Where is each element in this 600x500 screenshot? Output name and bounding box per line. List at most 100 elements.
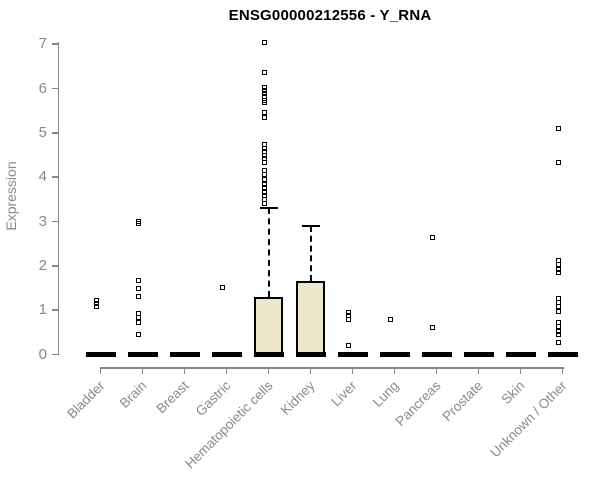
outlier-point — [135, 319, 141, 325]
x-axis-label: Breast — [153, 378, 192, 417]
x-axis-label: Skin — [498, 378, 528, 408]
outlier-point — [135, 277, 141, 283]
x-tick — [99, 368, 102, 374]
outlier-point — [261, 69, 267, 75]
outlier-point — [387, 317, 393, 323]
outlier-point — [261, 185, 267, 191]
outlier-point — [261, 190, 267, 196]
outlier-point — [135, 332, 141, 338]
outlier-point — [555, 332, 561, 338]
y-tick — [51, 353, 59, 356]
boxplot-median — [421, 352, 452, 357]
outlier-point — [555, 269, 561, 275]
outlier-point — [261, 97, 267, 103]
boxplot-median — [505, 352, 536, 357]
y-tick — [51, 176, 59, 178]
outlier-point — [261, 110, 267, 116]
outlier-point — [93, 304, 99, 310]
y-tick — [51, 43, 59, 45]
outlier-point — [555, 304, 561, 310]
boxplot-median — [295, 352, 326, 357]
outlier-point — [555, 160, 561, 166]
y-axis-title: Expression — [3, 161, 19, 231]
y-tick-label: 1 — [38, 301, 47, 319]
outlier-point — [555, 339, 561, 345]
boxplot-median — [127, 352, 158, 357]
outlier-point — [261, 152, 267, 158]
whisker-cap — [259, 207, 278, 210]
x-tick — [183, 368, 186, 374]
outlier-point — [261, 200, 267, 206]
outlier-point — [93, 301, 99, 307]
y-tick — [51, 87, 59, 90]
x-tick — [477, 368, 480, 374]
outlier-point — [219, 284, 225, 290]
x-tick — [267, 368, 270, 374]
x-axis-label: Lung — [369, 378, 402, 410]
outlier-point — [93, 297, 99, 303]
outlier-point — [345, 343, 351, 349]
y-tick — [51, 132, 59, 134]
x-axis-line — [99, 367, 564, 369]
y-tick-label: 5 — [38, 123, 47, 141]
boxplot-whisker — [267, 208, 270, 297]
outlier-point — [135, 293, 141, 299]
outlier-point — [135, 286, 141, 292]
x-tick — [309, 368, 312, 374]
boxplot-median — [463, 352, 494, 357]
x-tick — [141, 368, 144, 374]
outlier-point — [429, 325, 435, 331]
y-axis-line — [57, 42, 59, 356]
outlier-point — [261, 88, 267, 94]
boxplot-box — [254, 296, 284, 355]
outlier-point — [261, 177, 267, 183]
x-axis-label: Unknown / Other — [487, 378, 570, 461]
boxplot-median — [379, 352, 410, 357]
outlier-point — [261, 182, 267, 188]
x-tick — [435, 368, 438, 374]
x-axis-label: Prostate — [439, 378, 486, 425]
y-tick-label: 7 — [38, 35, 47, 53]
outlier-point — [345, 316, 351, 322]
x-tick — [393, 368, 396, 374]
whisker-cap — [301, 224, 320, 227]
outlier-point — [261, 85, 267, 91]
y-tick — [51, 309, 59, 311]
outlier-point — [261, 172, 267, 178]
x-tick — [351, 368, 354, 374]
outlier-point — [345, 309, 351, 315]
x-axis-label: Brain — [116, 378, 150, 411]
boxplot-median — [85, 352, 116, 357]
outlier-point — [555, 308, 561, 314]
outlier-point — [555, 126, 561, 132]
boxplot-median — [211, 352, 242, 357]
x-axis-label: Liver — [327, 378, 360, 410]
x-tick — [561, 368, 564, 374]
boxplot-median — [547, 352, 578, 357]
outlier-point — [261, 160, 267, 166]
y-tick — [51, 220, 59, 223]
outlier-point — [261, 91, 267, 97]
boxplot-median — [253, 352, 284, 357]
x-tick — [225, 368, 228, 374]
y-tick-label: 4 — [38, 168, 47, 186]
outlier-point — [261, 40, 267, 46]
outlier-point — [261, 94, 267, 100]
outlier-point — [135, 314, 141, 320]
x-axis-label: Gastric — [192, 378, 234, 419]
boxplot-median — [169, 352, 200, 357]
outlier-point — [135, 220, 141, 226]
x-axis-label: Kidney — [277, 378, 318, 418]
outlier-point — [555, 266, 561, 272]
outlier-point — [261, 115, 267, 121]
outlier-point — [429, 234, 435, 240]
x-tick — [519, 368, 522, 374]
boxplot-whisker — [309, 225, 312, 282]
outlier-point — [261, 167, 267, 173]
chart-title: ENSG00000212556 - Y_RNA — [228, 7, 432, 24]
y-tick — [51, 265, 59, 267]
outlier-point — [261, 100, 267, 106]
x-axis-label: Pancreas — [392, 378, 444, 429]
y-tick-label: 2 — [38, 256, 47, 274]
